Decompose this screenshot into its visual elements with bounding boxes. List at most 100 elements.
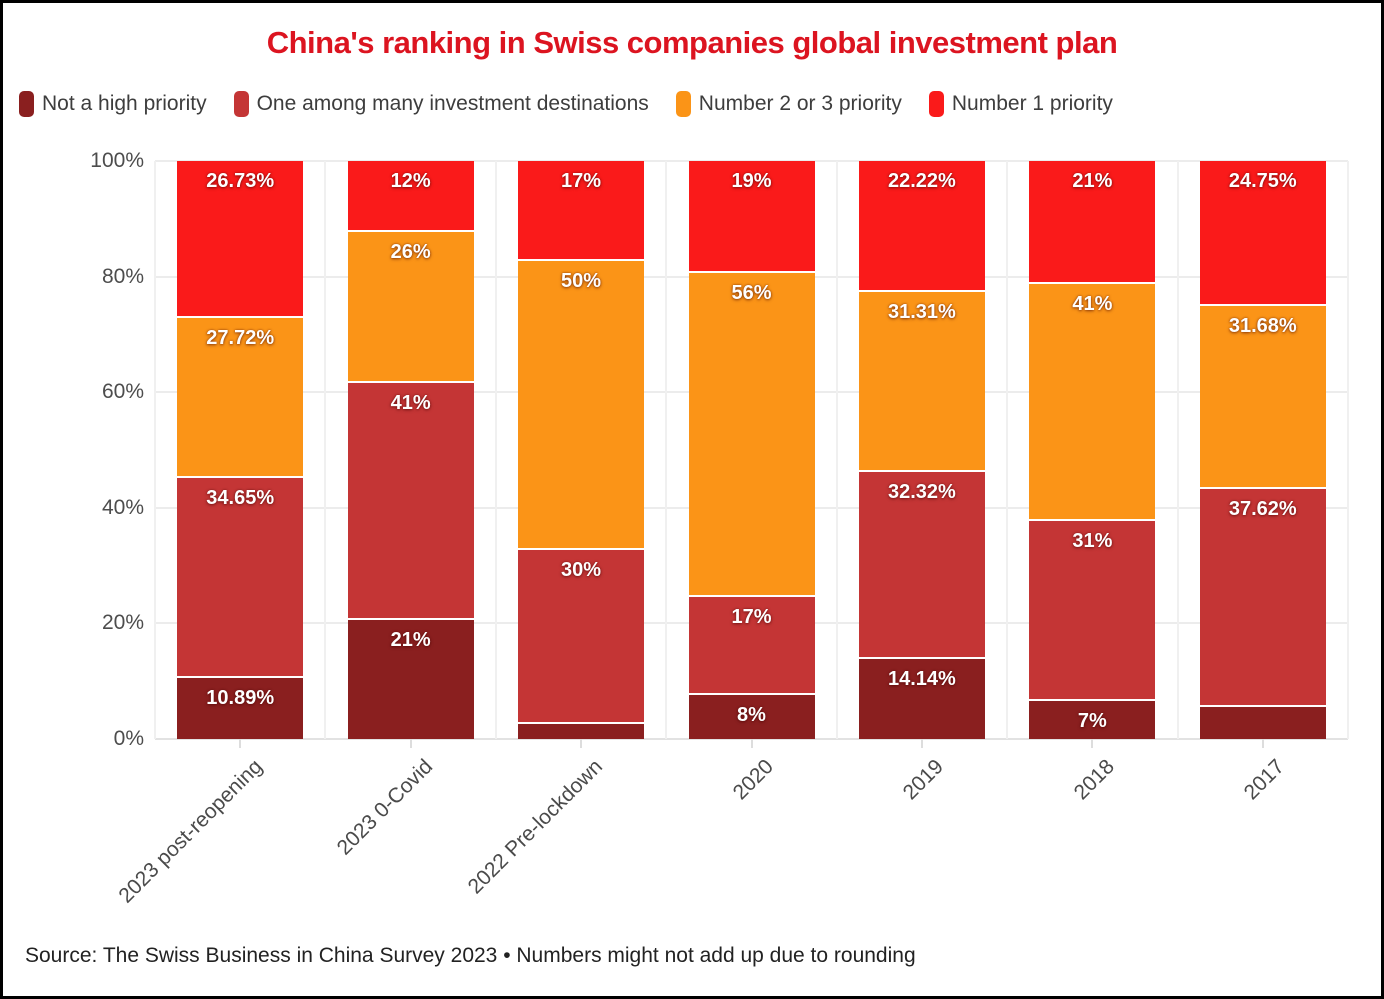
y-tick-label: 0% xyxy=(113,727,144,750)
x-tick-label: 2023 0-Covid xyxy=(332,755,437,860)
bar-2020: 8% 17% 56% 19% xyxy=(688,161,815,739)
bar-segment: 27.72% xyxy=(177,315,304,476)
legend-label: Not a high priority xyxy=(42,92,207,115)
legend-label: Number 2 or 3 priority xyxy=(698,92,902,115)
bar-segment: 31.31% xyxy=(858,289,985,471)
axis-tick xyxy=(1091,739,1094,748)
bar-segment: 50% xyxy=(518,259,645,549)
gridline-v xyxy=(665,161,668,739)
x-tick-label: 2018 xyxy=(1069,755,1119,805)
legend-swatch-icon xyxy=(928,91,944,117)
bar-segment: 30% xyxy=(518,548,645,722)
legend-label: One among many investment destinations xyxy=(256,92,649,115)
gridline-v xyxy=(1347,161,1349,739)
x-tick-label: 2019 xyxy=(898,755,949,805)
bar-segment: 32.32% xyxy=(858,470,985,658)
gridline-v xyxy=(1006,161,1009,739)
segment-label: 19% xyxy=(731,170,772,193)
segment-label: 41% xyxy=(1072,293,1113,316)
y-tick-label: 40% xyxy=(101,495,144,519)
chart-title: China's ranking in Swiss companies globa… xyxy=(266,25,1118,60)
bar-segment: 12% xyxy=(347,161,474,231)
legend-swatch-icon xyxy=(675,91,691,117)
y-tick-label: 60% xyxy=(101,380,144,404)
segment-label: 8% xyxy=(737,703,766,726)
bar-2023-0-covid: 21% 41% 26% 12% xyxy=(347,161,474,739)
segment-label: 14.14% xyxy=(888,668,956,691)
gridline-v xyxy=(835,161,838,739)
gridline-v xyxy=(324,161,327,739)
segment-label: 7% xyxy=(1077,709,1107,732)
x-tick-label: 2017 xyxy=(1239,755,1290,805)
segment-label: 31% xyxy=(1072,530,1113,553)
bar-segment: 8% xyxy=(688,692,815,739)
plot-area: 0% 20% 40% 60% 80% 100% 10.89% 34.65% 27.72% 26.7… xyxy=(90,149,1349,907)
legend-item-1: One among many investment destinations xyxy=(233,91,649,117)
legend-label: Number 1 priority xyxy=(951,92,1113,115)
bar-2017: 37.62% 31.68% 24.75% xyxy=(1199,161,1326,739)
segment-label: 41% xyxy=(390,391,431,414)
bar-segment: 21% xyxy=(1029,161,1156,283)
legend-swatch-icon xyxy=(233,91,249,117)
source-note: Source: The Swiss Business in China Surv… xyxy=(25,944,916,967)
segment-label: 22.22% xyxy=(888,170,956,193)
segment-label: 30% xyxy=(561,559,602,582)
legend-item-0: Not a high priority xyxy=(19,91,207,117)
legend-item-2: Number 2 or 3 priority xyxy=(675,91,902,117)
bar-segment: 26.73% xyxy=(177,161,304,316)
x-tick-label: 2023 post-reopening xyxy=(113,755,267,908)
segment-label: 31.68% xyxy=(1228,315,1297,338)
bar-segment: 56% xyxy=(688,270,815,595)
segment-label: 32.32% xyxy=(888,481,956,504)
segment-label: 12% xyxy=(390,170,431,193)
bar-2018: 7% 31% 41% 21% xyxy=(1029,161,1156,739)
legend-item-3: Number 1 priority xyxy=(928,91,1113,117)
segment-label: 17% xyxy=(561,170,602,193)
bar-segment: 24.75% xyxy=(1199,161,1326,305)
bar-segment: 14.14% xyxy=(858,657,985,739)
bar-2019: 14.14% 32.32% 31.31% 22.22% xyxy=(858,161,985,739)
bar-segment: 17% xyxy=(688,594,815,693)
legend-swatch-icon xyxy=(19,91,34,117)
bar-segment: 31.68% xyxy=(1199,304,1326,488)
x-tick-label: 2020 xyxy=(728,755,778,805)
segment-label: 27.72% xyxy=(206,326,275,349)
y-tick-label: 100% xyxy=(90,149,144,172)
segment-label: 21% xyxy=(390,628,431,651)
bar-segment: 26% xyxy=(347,230,474,381)
bar-segment: 34.65% xyxy=(177,475,304,677)
bar-segment: 37.62% xyxy=(1199,487,1326,705)
bar-segment: 19% xyxy=(688,161,815,271)
y-tick-label: 20% xyxy=(101,611,144,635)
x-tick-label: 2022 Pre-lockdown xyxy=(463,755,608,899)
segment-label: 50% xyxy=(561,270,602,293)
bar-segment: 10.89% xyxy=(177,676,304,739)
segment-label: 17% xyxy=(731,605,772,628)
bar-segment: 17% xyxy=(518,161,645,260)
segment-label: 21% xyxy=(1072,170,1113,193)
axis-tick xyxy=(1261,739,1264,748)
bar-segment: 31% xyxy=(1029,519,1156,699)
axis-tick xyxy=(409,739,412,748)
axis-tick xyxy=(750,739,753,748)
segment-label: 37.62% xyxy=(1228,498,1297,521)
gridline-v xyxy=(494,161,497,739)
gridline-v xyxy=(1176,161,1179,739)
bar-segment: 21% xyxy=(347,617,474,739)
legend: Not a high priority One among many invest… xyxy=(19,91,1113,117)
gridline-v xyxy=(154,161,156,739)
axis-tick xyxy=(920,739,923,748)
bar-segment: 7% xyxy=(1029,698,1156,739)
segment-label: 31.31% xyxy=(888,300,956,323)
bar-segment: 22.22% xyxy=(858,161,985,290)
bar-segment: 41% xyxy=(347,380,474,618)
bar-segment xyxy=(1199,704,1326,739)
segment-label: 24.75% xyxy=(1228,170,1297,193)
bar-2023-post-reopening: 10.89% 34.65% 27.72% 26.73% xyxy=(177,161,304,739)
segment-label: 56% xyxy=(731,281,772,304)
segment-label: 10.89% xyxy=(206,687,275,710)
axis-tick xyxy=(580,739,583,748)
axis-tick xyxy=(239,739,242,748)
gridline-h xyxy=(155,160,1348,162)
